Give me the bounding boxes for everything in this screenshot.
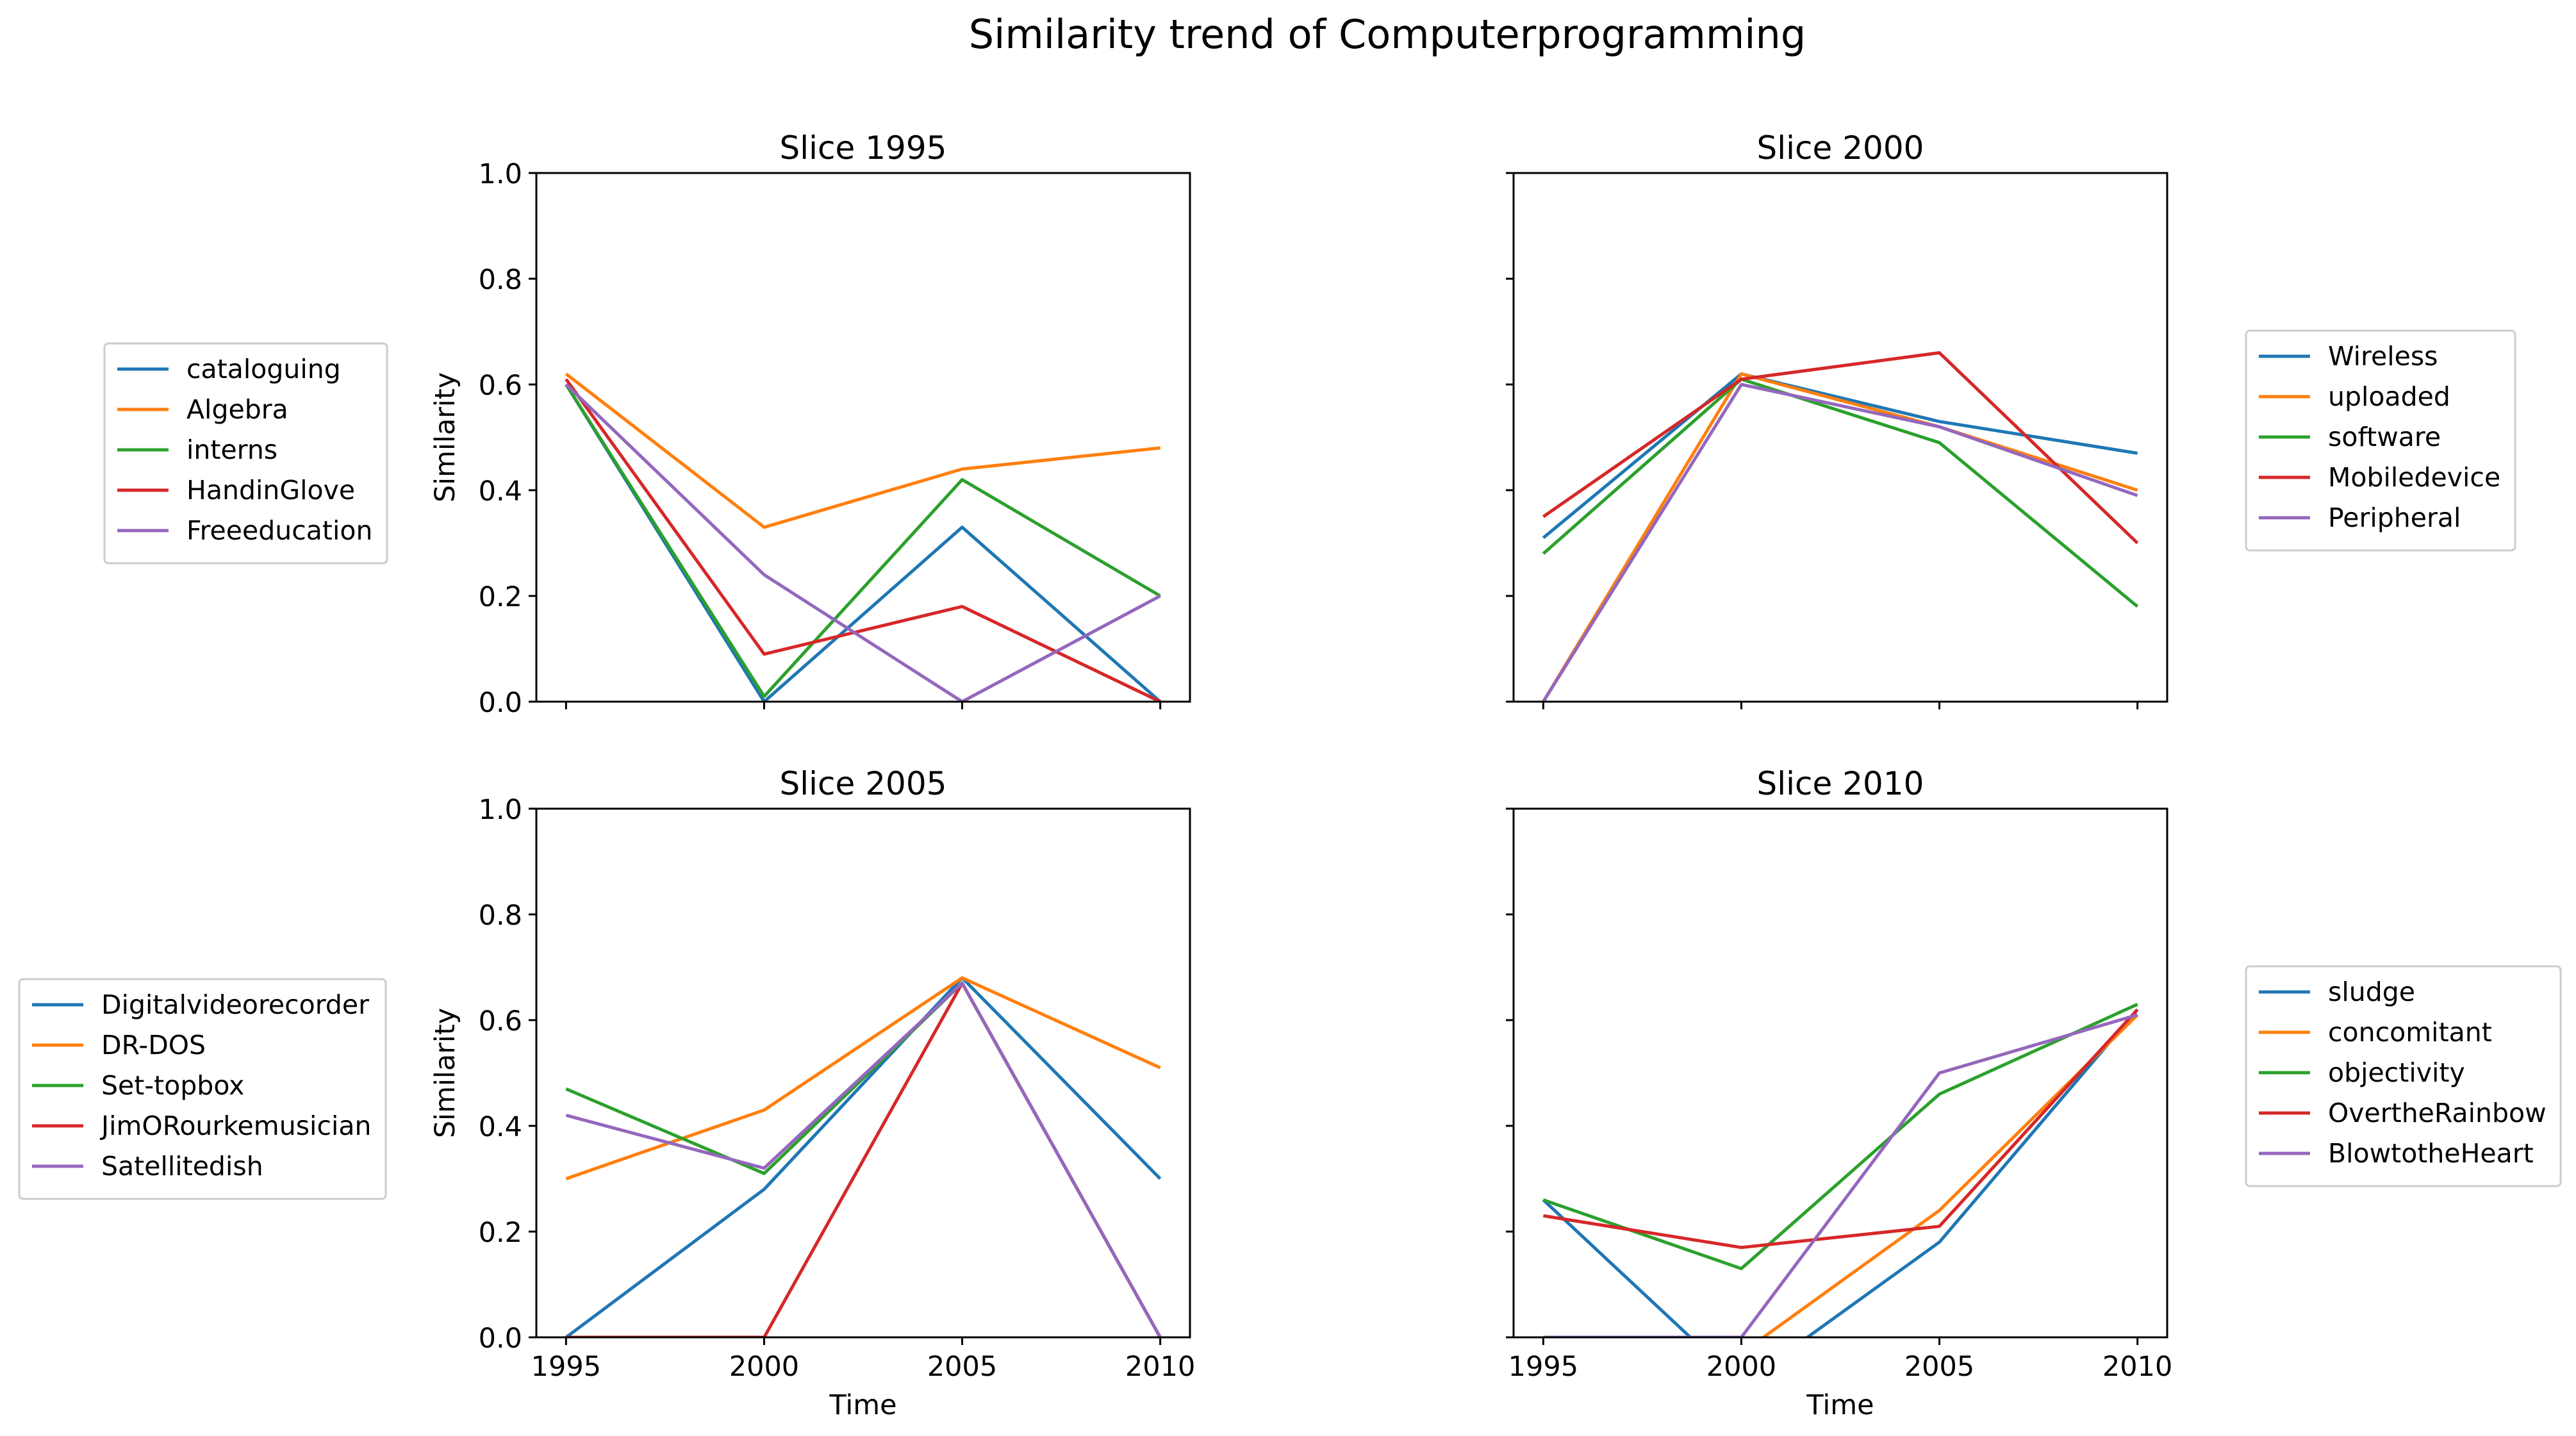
legend-box [18,978,387,1200]
legend-box [103,342,388,565]
plot-frame-1 [1512,172,2168,703]
legend-entry: objectivity [2328,1057,2465,1088]
legend-entry: uploaded [2328,381,2450,412]
legend-entry: Wireless [2328,341,2438,372]
y-tick-label: 0.0 [479,687,522,719]
series-line-1-4 [1542,383,2138,702]
plot-frame-0 [535,172,1191,703]
figure-title: Similarity trend of Computerprogramming [969,11,1806,58]
series-line-3-4 [1543,1013,2138,1337]
chart-panel-2: 0.0 0.2 0.4 0.6 0.8 1.0 1995 2000 2005 2010 Slice … [18,765,1195,1421]
series-line-1-1 [1542,372,2138,702]
x-tick-label: 2005 [1904,1351,1974,1383]
panel-title: Slice 2010 [1757,765,1924,802]
plot-frame-2 [535,807,1191,1339]
series-line-3-3 [1543,1008,2139,1250]
y-tick-label: 0.6 [479,370,522,402]
plot-frame-3 [1512,807,2168,1339]
legend-box [2245,329,2516,552]
legend-entry: software [2328,422,2441,452]
y-tick-label: 1.0 [479,794,522,826]
legend-entry: DR-DOS [101,1030,206,1060]
legend-entry: concomitant [2328,1017,2492,1048]
legend-1: Wireless uploaded software Mobiledevice Peri… [2245,329,2516,552]
chart-panel-3: 1995 2000 2005 2010 Slice 2010 Time sludge conc… [1506,765,2562,1421]
legend-entry: Set-topbox [101,1070,244,1101]
legend-entry: BlowtotheHeart [2328,1138,2534,1169]
y-tick-label: 0.4 [479,475,522,508]
series-line-0-4 [565,383,1161,702]
chart-panel-1: Slice 2000 Wireless uploaded software Mobile… [1506,129,2516,709]
x-tick-label: 2000 [729,1351,799,1383]
y-tick-label: 0.0 [479,1323,522,1355]
legend-box [2245,965,2562,1187]
series-line-1-0 [1542,372,2138,540]
x-tick-label: 2005 [927,1351,997,1383]
panel-title: Slice 2000 [1757,129,1924,167]
series-line-3-0 [1542,1008,2139,1337]
series-line-3-2 [1542,1003,2138,1271]
legend-entry: Algebra [186,394,288,425]
chart-panel-0: 0.0 0.2 0.4 0.6 0.8 1.0 Slice 1995 Similarity ca… [103,129,1191,719]
legend-entry: HandinGlove [186,475,355,506]
y-axis-label: Similarity [429,372,461,502]
series-line-2-4 [565,981,1162,1337]
legend-entry: cataloguing [186,354,341,384]
y-tick-label: 0.8 [479,900,522,932]
legend-entry: Mobiledevice [2328,462,2500,493]
x-axis-label: Time [1806,1389,1874,1421]
y-tick-label: 0.8 [479,264,522,296]
series-line-0-2 [565,383,1161,698]
series-line-3-1 [1543,1014,2139,1337]
legend-entry: Satellitedish [101,1151,263,1182]
series-line-2-0 [565,976,1162,1337]
series-line-0-1 [565,372,1160,529]
series-line-1-2 [1542,377,2139,608]
x-tick-label: 2000 [1706,1351,1776,1383]
y-tick-label: 0.2 [479,581,522,613]
legend-entry: Peripheral [2328,502,2461,533]
legend-0: cataloguing Algebra interns HandinGlove Free… [103,342,388,565]
x-tick-label: 1995 [531,1351,601,1383]
legend-entry: interns [186,434,277,465]
y-tick-label: 0.2 [479,1217,522,1249]
legend-2: Digitalvideorecorder DR-DOS Set-topbox JimO… [18,978,387,1200]
series-line-0-3 [565,378,1161,702]
y-tick-label: 1.0 [479,158,522,190]
x-tick-label: 1995 [1508,1351,1578,1383]
panel-title: Slice 2005 [780,765,947,802]
legend-entry: JimORourkemusician [99,1110,372,1141]
series-line-1-3 [1542,351,2139,545]
y-tick-label: 0.6 [479,1005,522,1037]
legend-3: sludge concomitant objectivity OvertheRainb… [2245,965,2562,1187]
legend-entry: Digitalvideorecorder [101,989,369,1020]
y-axis-label: Similarity [429,1008,461,1138]
legend-entry: OvertheRainbow [2328,1098,2547,1128]
y-tick-label: 0.4 [479,1111,522,1143]
panel-title: Slice 1995 [780,129,947,167]
series-line-2-1 [565,976,1161,1180]
series-line-2-3 [566,981,1162,1337]
legend-entry: Freeeducation [186,515,372,546]
x-axis-label: Time [829,1389,896,1421]
x-tick-label: 2010 [1125,1351,1195,1383]
x-tick-label: 2010 [2102,1351,2172,1383]
legend-entry: sludge [2328,977,2415,1007]
